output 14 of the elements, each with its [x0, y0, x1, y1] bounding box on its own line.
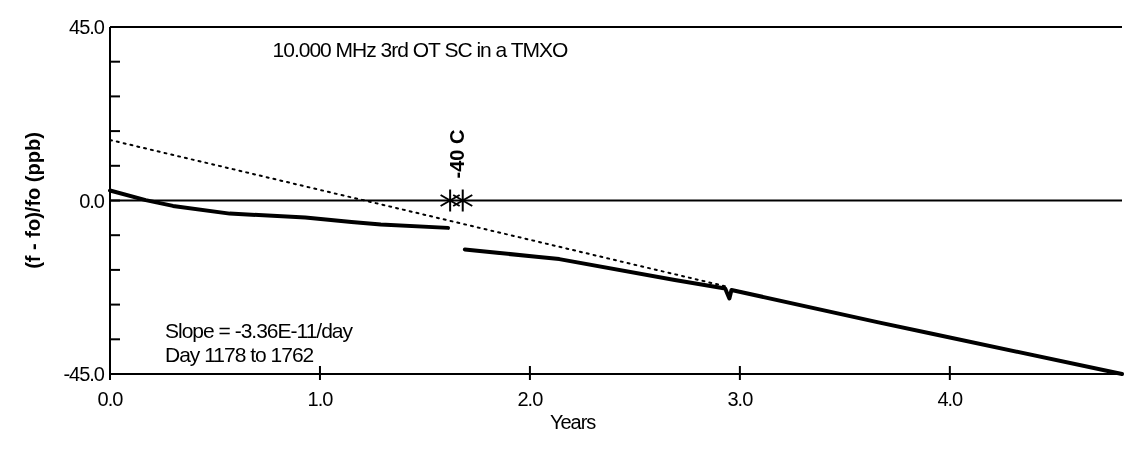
- y-axis-title: (f - fo)/fo (ppb): [22, 132, 44, 269]
- annotation: Slope = -3.36E-11/day: [165, 319, 354, 342]
- x-tick-label: 4.0: [937, 388, 964, 410]
- y-tick-label: 0.0: [79, 189, 105, 212]
- x-axis-title: Years: [549, 411, 597, 433]
- y-tick-label: -45.0: [63, 363, 105, 385]
- x-tick-label: 1.0: [307, 388, 334, 410]
- x-tick-label: 2.0: [517, 388, 544, 410]
- y-tick-label: 45.0: [69, 16, 105, 38]
- text: 10.000 MHz 3rd OT SC in a TMXO: [272, 38, 569, 61]
- x-tick-label: 0.0: [97, 388, 124, 410]
- annotation: -40 C: [446, 129, 469, 179]
- x-tick-label: 3.0: [727, 388, 754, 410]
- annotation: Day 1178 to 1762: [165, 343, 314, 366]
